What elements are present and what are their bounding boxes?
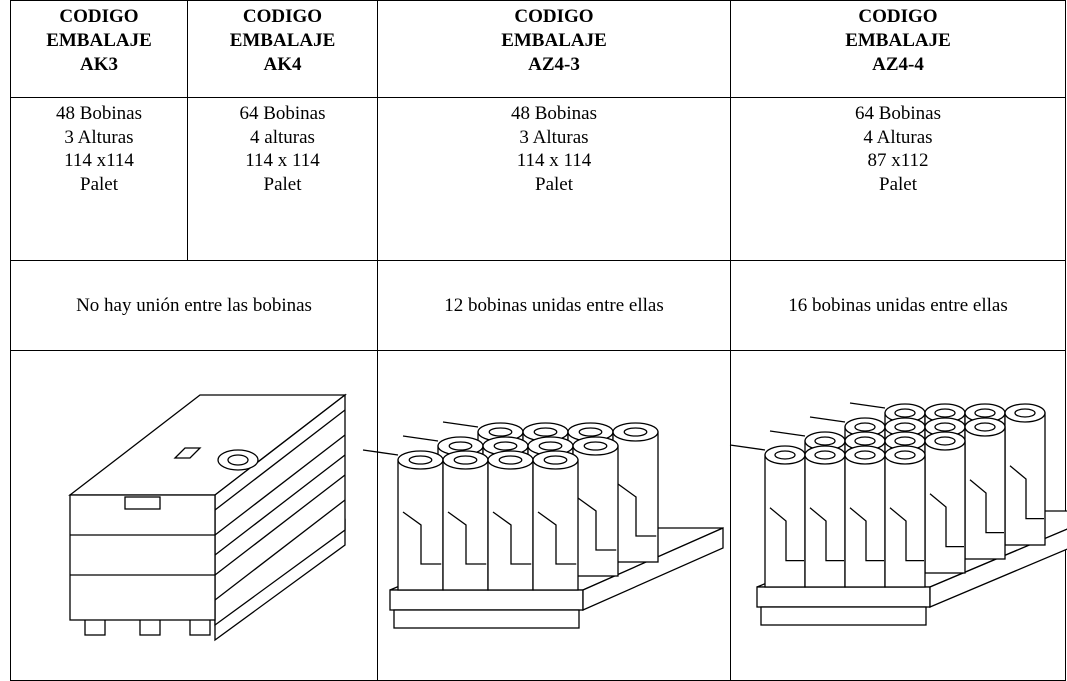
cell-line: 3 Alturas: [519, 126, 589, 148]
header-cell: CODIGO EMBALAJE AK3: [10, 0, 188, 98]
ak3-pallet: [68, 393, 347, 642]
header-cell: CODIGO EMBALAJE AZ4-4: [730, 0, 1066, 98]
cell-line: AZ4-3: [528, 54, 580, 75]
cell-line: CODIGO: [59, 6, 139, 27]
cell-line: 4 alturas: [250, 126, 315, 148]
cell-line: No hay unión entre las bobinas: [76, 294, 312, 316]
cell-line: CODIGO: [514, 6, 594, 27]
cell-line: 3 Alturas: [64, 126, 134, 148]
cell-line: CODIGO: [858, 6, 938, 27]
cell-line: Palet: [263, 173, 302, 195]
spec-cell: 64 Bobinas 4 alturas 114 x 114 Palet: [187, 97, 378, 261]
spec-cell: 64 Bobinas 4 Alturas 87 x112 Palet: [730, 97, 1066, 261]
header-cell: CODIGO EMBALAJE AK4: [187, 0, 378, 98]
az4-3-pallet: [362, 421, 724, 629]
cell-line: 48 Bobinas: [510, 103, 598, 124]
az4-4-pallet: [729, 402, 1067, 626]
cell-line: AK3: [80, 54, 118, 75]
cell-line: CODIGO: [242, 6, 323, 27]
cell-line: EMBALAJE: [501, 30, 607, 51]
cell-line: Palet: [879, 173, 917, 195]
cell-line: 64 Bobinas: [239, 103, 326, 124]
cell-line: 64 Bobinas: [854, 103, 942, 124]
cell-line: 48 Bobinas: [55, 103, 143, 124]
cell-line: 114 x 114: [516, 150, 592, 171]
cell-line: 12 bobinas unidas entre ellas: [444, 294, 664, 316]
cell-line: EMBALAJE: [229, 30, 336, 51]
cell-line: EMBALAJE: [845, 30, 951, 51]
cell-line: AZ4-4: [872, 54, 924, 75]
cell-line: 4 Alturas: [863, 126, 933, 148]
cell-line: Palet: [80, 173, 118, 195]
cell-line: 87 x112: [867, 150, 929, 171]
cell-line: 114 x114: [64, 150, 134, 171]
cell-line: AK4: [263, 54, 302, 75]
cell-line: Palet: [535, 173, 573, 195]
cell-line: 114 x 114: [245, 150, 320, 171]
cell-line: 16 bobinas unidas entre ellas: [788, 294, 1008, 316]
cell-line: EMBALAJE: [46, 30, 152, 51]
